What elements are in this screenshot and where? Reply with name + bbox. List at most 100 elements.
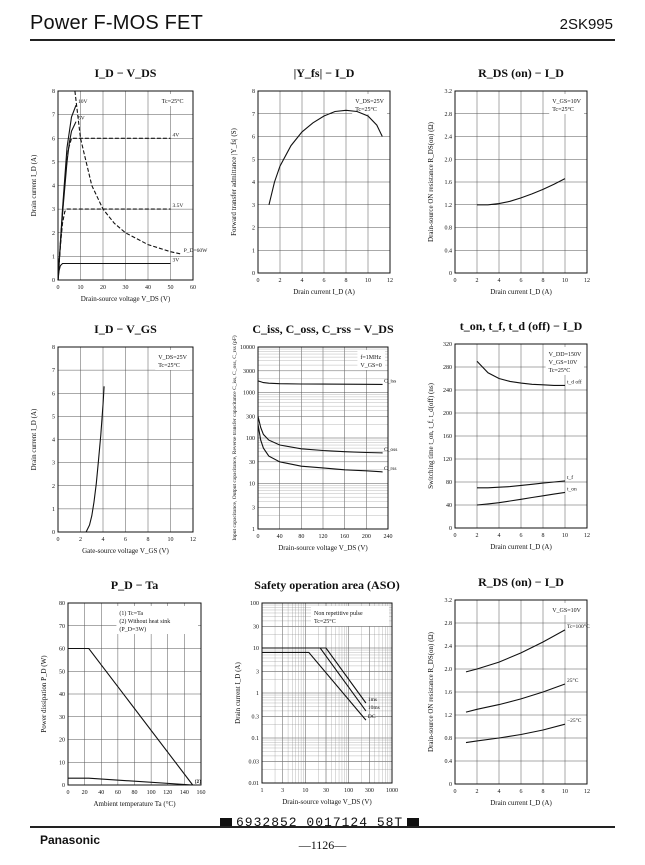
y-tick-label: 0 <box>52 530 55 536</box>
chart-title: t_on, t_f, t_d (off) − I_D <box>460 319 583 333</box>
legend-box <box>116 606 198 634</box>
series-line <box>465 629 566 673</box>
x-tick-label: 3 <box>281 788 284 794</box>
x-tick-label: 60 <box>190 285 196 291</box>
x-axis-label: Drain current I_D (A) <box>490 799 552 807</box>
y-tick-label: 2.4 <box>445 644 453 650</box>
footer-rule <box>30 826 615 828</box>
plot-frame <box>454 343 588 529</box>
x-tick-label: 240 <box>384 534 393 540</box>
series-label: t_on <box>567 486 577 492</box>
x-axis-label: Drain-source voltage V_DS (V) <box>278 544 368 552</box>
y-axis-label: Drain current I_D (A) <box>30 408 38 470</box>
y-tick-label: 80 <box>446 480 452 486</box>
series-line <box>85 386 105 533</box>
series-line <box>57 105 77 281</box>
x-tick-label: 0 <box>454 533 457 539</box>
plot-frame <box>257 346 389 530</box>
y-tick-label: 280 <box>443 365 452 371</box>
x-tick-label: 2 <box>476 278 479 284</box>
y-tick-label: 0.4 <box>445 759 453 765</box>
legend-box <box>549 94 584 114</box>
y-tick-label: 0.8 <box>445 736 453 742</box>
series-line <box>477 178 566 206</box>
plot-frame <box>67 602 202 786</box>
x-tick-label: 8 <box>542 278 545 284</box>
chart-title: |Y_fs| − I_D <box>294 66 355 80</box>
legend-entry: Tc=25°C <box>162 98 184 105</box>
x-tick-label: 0 <box>57 285 60 291</box>
series-line <box>262 647 367 704</box>
legend-entry: Non repetitive pulse <box>314 611 363 617</box>
series-label: t_d off <box>567 378 582 385</box>
legend-box <box>352 94 387 114</box>
legend-entry: f=1MHz <box>360 354 381 361</box>
x-tick-label: 60 <box>115 790 121 796</box>
y-tick-label: 0 <box>52 278 55 284</box>
series-label: t_f <box>567 474 573 481</box>
plot-frame <box>57 346 194 533</box>
y-tick-label: 0.8 <box>445 226 453 232</box>
y-tick-label: 3 <box>52 207 55 213</box>
y-tick-label: 30 <box>59 715 65 721</box>
legend-entry: Tc=25°C <box>549 367 571 374</box>
y-tick-label: 3 <box>252 505 255 511</box>
x-tick-label: 12 <box>584 789 590 795</box>
y-axis-label: Drain-source ON resistance R_DS(on) (Ω) <box>427 121 435 242</box>
legend-entry: Tc=25°C <box>355 106 377 113</box>
chart-title: C_iss, C_oss, C_rss − V_DS <box>252 322 394 336</box>
x-tick-label: 0 <box>257 534 260 540</box>
x-axis-label: Drain current I_D (A) <box>490 288 552 296</box>
y-tick-label: 3000 <box>243 369 255 375</box>
series-line <box>74 90 182 255</box>
series-line <box>57 137 171 281</box>
y-tick-label: 160 <box>443 434 452 440</box>
y-tick-label: 1.6 <box>445 180 453 186</box>
series-label: 5V <box>78 116 85 122</box>
x-tick-label: 1 <box>261 788 264 794</box>
series-label: Tc=100°C <box>567 623 590 630</box>
y-tick-label: 320 <box>443 342 452 348</box>
y-tick-label: 100 <box>246 436 255 442</box>
series-label: 25°C <box>567 677 579 684</box>
y-tick-label: 0.4 <box>445 248 453 254</box>
y-tick-label: 8 <box>52 89 55 95</box>
legend-entry: (P_D=3W) <box>119 626 146 633</box>
series-label: 3V <box>173 257 180 263</box>
chart-cap-vds: C_iss, C_oss, C_rss − V_DS 0 40 80 120 160 200… <box>231 322 397 552</box>
x-tick-label: 6 <box>520 278 523 284</box>
series-label: P_D=60W <box>184 248 208 254</box>
y-tick-label: 2.0 <box>445 157 453 163</box>
x-tick-label: 2 <box>79 537 82 543</box>
y-tick-label: 2 <box>252 226 255 232</box>
y-tick-label: 3.2 <box>445 598 453 604</box>
legend-box <box>311 606 389 626</box>
series-line <box>476 360 565 386</box>
y-tick-label: 40 <box>59 692 65 698</box>
y-tick-label: 7 <box>252 112 255 118</box>
y-tick-label: 6 <box>252 135 255 141</box>
y-tick-label: 1 <box>52 254 55 260</box>
y-tick-label: 30 <box>249 460 255 466</box>
x-tick-label: 1000 <box>386 788 398 794</box>
x-tick-label: 0 <box>57 537 60 543</box>
series-line <box>257 424 383 473</box>
y-tick-label: 120 <box>443 457 452 463</box>
series-label: C_iss <box>384 378 396 384</box>
x-tick-label: 80 <box>132 790 138 796</box>
y-tick-label: 2.0 <box>445 667 453 673</box>
x-tick-label: 20 <box>100 285 106 291</box>
y-tick-label: 50 <box>59 669 65 675</box>
legend-entry: V_GS=10V <box>552 608 581 614</box>
series-line <box>57 262 171 281</box>
legend-entry: V_DD=150V <box>549 352 582 358</box>
x-tick-label: 300 <box>365 788 374 794</box>
x-tick-label: 0 <box>454 278 457 284</box>
y-tick-label: 2 <box>52 231 55 237</box>
y-tick-label: 2.8 <box>445 621 453 627</box>
x-tick-label: 10 <box>562 278 568 284</box>
series-line <box>477 480 566 489</box>
plot-frame <box>454 90 588 274</box>
header-rule <box>30 39 615 41</box>
